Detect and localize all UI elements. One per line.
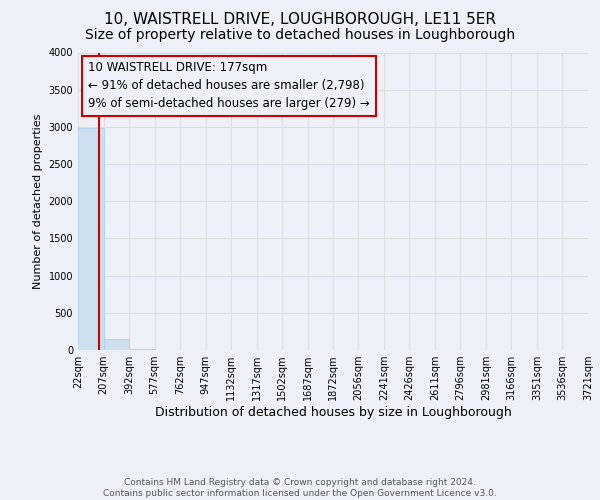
Text: Contains HM Land Registry data © Crown copyright and database right 2024.
Contai: Contains HM Land Registry data © Crown c… [103, 478, 497, 498]
Bar [104, 339, 129, 350]
Bar [78, 128, 104, 350]
Y-axis label: Number of detached properties: Number of detached properties [33, 114, 43, 289]
Text: Size of property relative to detached houses in Loughborough: Size of property relative to detached ho… [85, 28, 515, 42]
Text: 10, WAISTRELL DRIVE, LOUGHBOROUGH, LE11 5ER: 10, WAISTRELL DRIVE, LOUGHBOROUGH, LE11 … [104, 12, 496, 28]
Text: 10 WAISTRELL DRIVE: 177sqm
← 91% of detached houses are smaller (2,798)
9% of se: 10 WAISTRELL DRIVE: 177sqm ← 91% of deta… [88, 62, 370, 110]
X-axis label: Distribution of detached houses by size in Loughborough: Distribution of detached houses by size … [155, 406, 511, 419]
